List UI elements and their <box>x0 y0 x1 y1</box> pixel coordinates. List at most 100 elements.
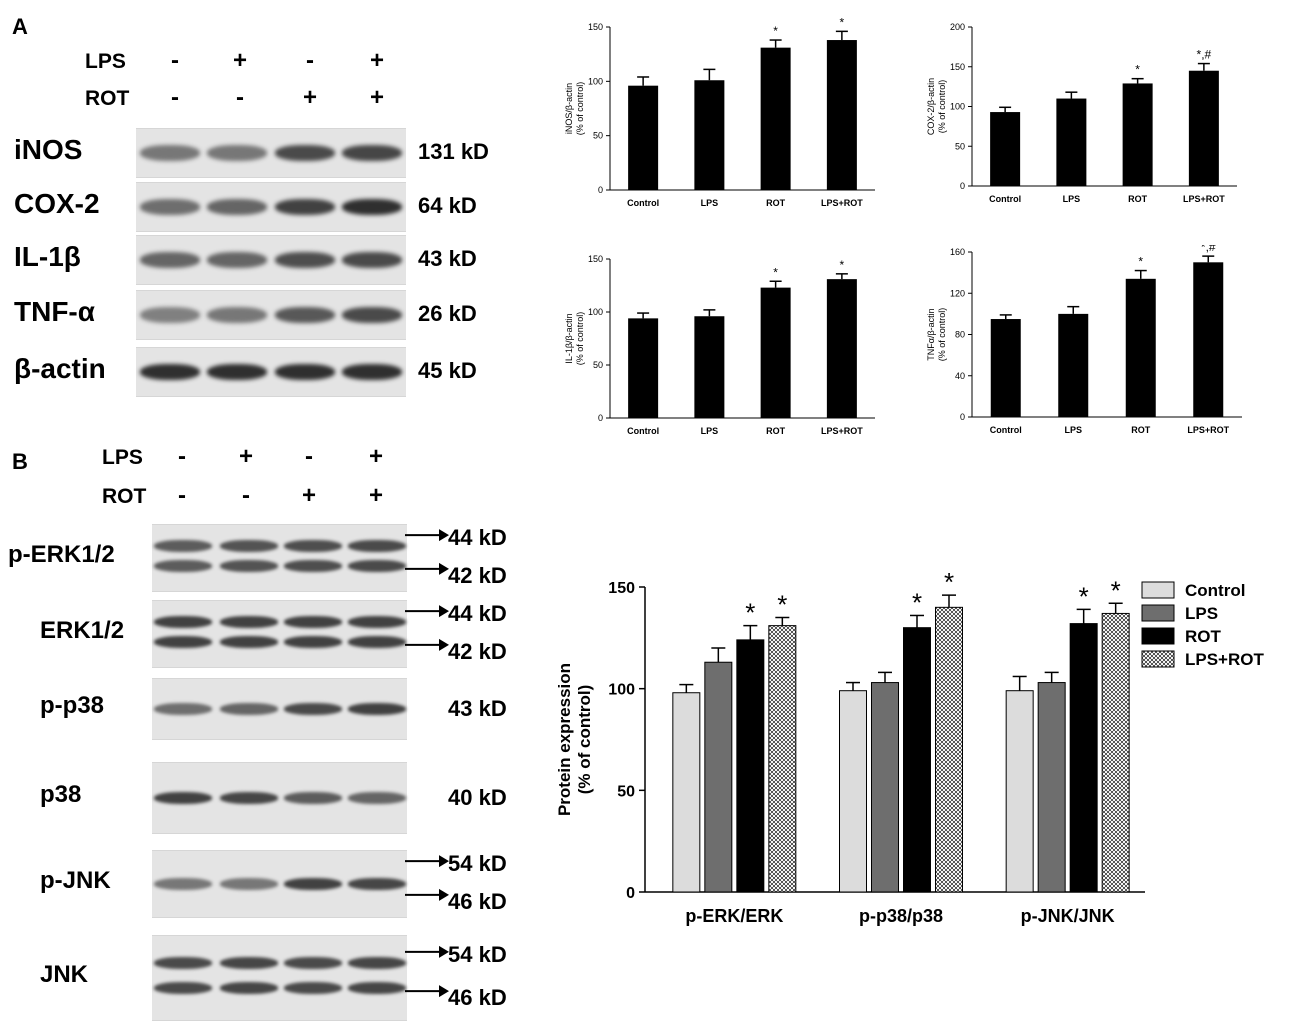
significance-marker: * <box>912 587 922 617</box>
protein-label: β-actin <box>14 353 106 384</box>
x-tick-label: LPS+ROT <box>1187 425 1229 435</box>
protein-label: COX-2 <box>14 188 100 219</box>
blot-band <box>275 307 335 323</box>
blot-band <box>284 982 342 995</box>
y-tick-label: 50 <box>593 360 603 370</box>
bar <box>1125 278 1156 417</box>
bar <box>768 625 797 893</box>
molecular-weight: 44 kD <box>448 601 507 627</box>
blot-band <box>154 956 212 969</box>
blot-band <box>284 616 342 629</box>
bar <box>628 85 659 190</box>
blot-band <box>154 878 212 890</box>
blot-band <box>275 252 335 268</box>
condition-sign: + <box>301 482 316 509</box>
bar <box>826 279 857 418</box>
blot-band <box>140 307 200 323</box>
legend-swatch <box>1141 627 1175 645</box>
bar <box>1122 83 1153 186</box>
blot-band <box>220 982 278 995</box>
x-tick-label: p-p38/p38 <box>859 906 943 926</box>
y-tick-label: 50 <box>955 141 965 151</box>
x-tick-label: Control <box>627 198 659 208</box>
bar <box>990 112 1021 186</box>
y-tick-label: 150 <box>588 22 603 32</box>
molecular-weight: 43 kD <box>448 696 507 721</box>
blot-band <box>207 199 267 215</box>
blot-band <box>140 199 200 215</box>
blot-band <box>220 616 278 629</box>
blot-band <box>342 307 402 323</box>
y-axis-label: (% of control) <box>575 685 594 795</box>
x-tick-label: ROT <box>1131 425 1151 435</box>
y-tick-label: 40 <box>955 371 965 381</box>
blot-band <box>348 540 406 553</box>
bar <box>1069 623 1098 893</box>
legend-swatch <box>1141 604 1175 622</box>
y-axis-label: COX-2/β-actin <box>926 78 936 135</box>
x-tick-label: Control <box>990 425 1022 435</box>
y-axis-label: (% of control) <box>575 312 585 366</box>
blot-band <box>154 703 212 715</box>
condition-sign: + <box>369 47 384 74</box>
blot-band <box>342 252 402 268</box>
blot-band <box>284 792 342 804</box>
blot-strip <box>152 935 407 1021</box>
y-axis-label: (% of control) <box>937 80 947 134</box>
condition-label: LPS <box>85 50 126 73</box>
y-axis-label: TNFα/β-actin <box>926 308 936 360</box>
x-tick-label: Control <box>627 426 659 436</box>
legend-label: LPS+ROT <box>1185 650 1264 669</box>
molecular-weight: 43 kD <box>418 246 477 271</box>
legend-swatch <box>1141 650 1175 668</box>
blot-band <box>348 792 406 804</box>
blot-band <box>348 956 406 969</box>
x-tick-label: p-JNK/JNK <box>1021 906 1115 926</box>
significance-marker: * <box>840 15 845 29</box>
blot-band <box>284 703 342 715</box>
blot-band <box>220 956 278 969</box>
bar <box>839 690 867 893</box>
significance-marker: * <box>745 598 755 628</box>
cox2-chart: 0 50 100 150 200 COX-2/β-actin (% of control) C… <box>926 22 1237 204</box>
x-tick-label: Control <box>989 194 1021 204</box>
tnfa-chart: 0 40 80 120 160 TNFα/β-actin (% of control) Con… <box>926 245 1242 435</box>
blot-band <box>154 540 212 553</box>
y-tick-label: 0 <box>598 413 603 423</box>
condition-sign: + <box>369 84 384 111</box>
legend-label: Control <box>1185 581 1245 600</box>
significance-marker: * <box>1111 575 1121 605</box>
blot-band <box>348 703 406 715</box>
blot-band <box>220 559 278 572</box>
blot-band <box>220 878 278 890</box>
inos-chart: 0 50 100 150 iNOS/β-actin (% of control) Contr… <box>564 15 875 208</box>
blot-band <box>348 982 406 995</box>
bar <box>1058 313 1089 417</box>
y-axis-label: (% of control) <box>575 82 585 136</box>
band-arrows <box>405 945 449 998</box>
blot-strip <box>136 128 406 178</box>
molecular-weight: 54 kD <box>448 941 507 967</box>
panel-a-letter: A <box>12 14 28 39</box>
x-tick-label: ROT <box>766 198 786 208</box>
bar <box>760 287 791 418</box>
y-tick-label: 50 <box>617 783 635 800</box>
blot-band <box>275 145 335 161</box>
x-tick-label: LPS+ROT <box>1183 194 1225 204</box>
condition-sign: - <box>178 482 186 509</box>
molecular-weight: 42 kD <box>448 638 507 664</box>
blot-strip <box>136 290 406 340</box>
blot-band <box>220 540 278 553</box>
blot-band <box>284 559 342 572</box>
condition-sign: - <box>171 84 179 111</box>
blot-strip <box>152 600 407 668</box>
bar <box>935 606 963 893</box>
y-axis-label: IL-1β/β-actin <box>564 313 574 363</box>
x-tick-label: LPS+ROT <box>821 198 863 208</box>
y-tick-label: 0 <box>960 412 965 422</box>
bar <box>628 318 659 418</box>
molecular-weight: 42 kD <box>448 562 507 588</box>
molecular-weight: 26 kD <box>418 301 477 326</box>
protein-label: p-JNK <box>40 867 111 894</box>
bar <box>1101 612 1130 893</box>
